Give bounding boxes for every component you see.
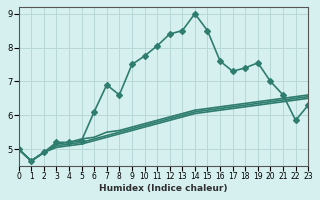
X-axis label: Humidex (Indice chaleur): Humidex (Indice chaleur) [99,184,228,193]
